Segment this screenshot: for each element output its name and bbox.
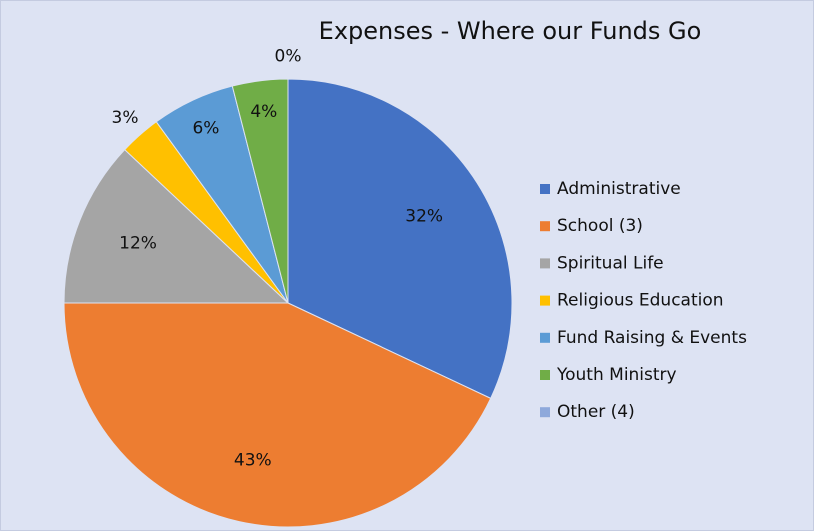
- data-label: 4%: [250, 102, 277, 122]
- data-label: 3%: [112, 108, 139, 128]
- data-label: 32%: [405, 207, 443, 227]
- pie-slice: [287, 78, 513, 400]
- pie-slice: [63, 148, 290, 304]
- legend-swatch: [540, 221, 550, 232]
- pie-slice: [63, 302, 492, 528]
- data-label: 6%: [192, 119, 219, 139]
- data-label: 0%: [275, 47, 302, 67]
- legend-label: School (3): [557, 216, 643, 236]
- data-label: 12%: [119, 234, 157, 254]
- legend-label: Other (4): [557, 402, 635, 422]
- chart-title: Expenses - Where our Funds Go: [319, 17, 702, 45]
- legend-label: Religious Education: [557, 291, 724, 311]
- data-label: 43%: [234, 450, 272, 470]
- legend-label: Administrative: [557, 179, 681, 199]
- legend-swatch: [540, 332, 550, 343]
- legend-swatch: [540, 295, 550, 306]
- legend-swatch: [540, 407, 550, 418]
- legend-swatch: [540, 258, 550, 269]
- legend-swatch: [540, 370, 550, 380]
- legend-label: Fund Raising & Events: [557, 328, 747, 348]
- legend-swatch: [540, 184, 550, 194]
- legend-label: Youth Ministry: [556, 365, 677, 385]
- legend-label: Spiritual Life: [557, 253, 664, 273]
